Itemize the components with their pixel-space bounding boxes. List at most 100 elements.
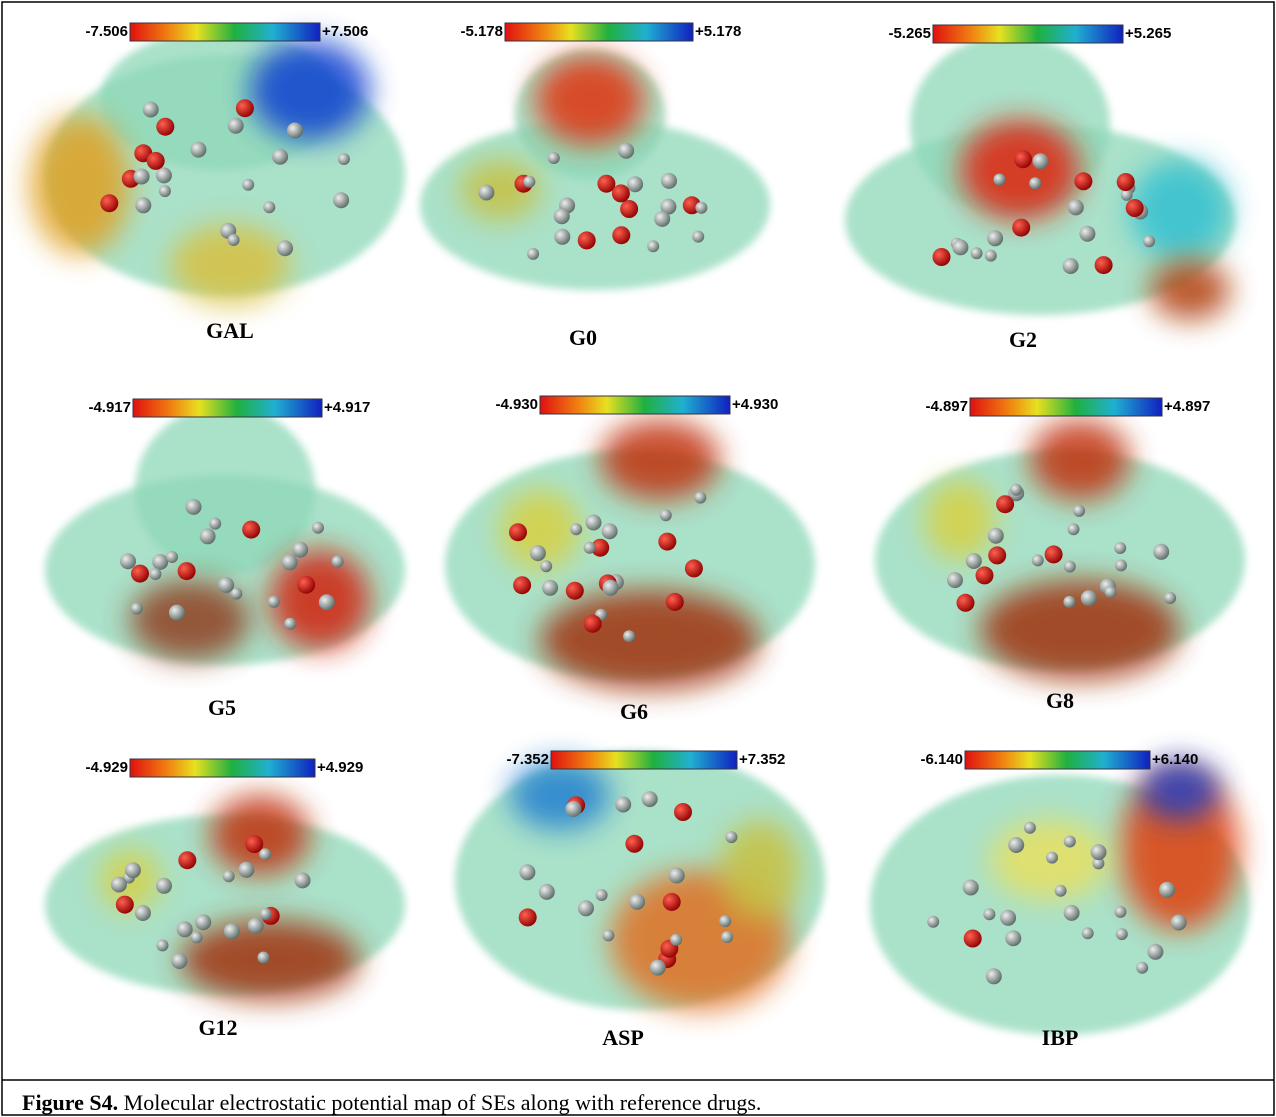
max-label: +5.178	[695, 23, 741, 40]
mep-map	[420, 50, 770, 290]
atom	[666, 593, 684, 611]
potential-region	[30, 115, 130, 255]
atom	[1005, 930, 1021, 946]
atom	[988, 528, 1004, 544]
atom	[554, 208, 570, 224]
atom	[190, 142, 206, 158]
atom	[661, 173, 677, 189]
color-bar	[130, 759, 315, 777]
atom	[660, 509, 672, 521]
min-label: -4.917	[88, 399, 131, 416]
max-label: +4.917	[324, 399, 370, 416]
atom	[242, 179, 254, 191]
atom	[178, 851, 196, 869]
atom	[143, 102, 159, 118]
mep-map	[845, 35, 1235, 320]
molecule-name: G6	[620, 699, 648, 724]
molecule-name: G12	[198, 1015, 237, 1040]
molecule-name: G0	[569, 325, 597, 350]
atom	[530, 545, 546, 561]
atom	[1045, 545, 1063, 563]
atom	[578, 900, 594, 916]
atom	[1136, 962, 1148, 974]
atom	[1082, 927, 1094, 939]
atom	[260, 908, 272, 920]
atom	[685, 559, 703, 577]
atom	[277, 240, 293, 256]
atom	[647, 240, 659, 252]
atom	[135, 905, 151, 921]
potential-region	[535, 55, 645, 145]
atom	[333, 192, 349, 208]
atom	[166, 551, 178, 563]
atom	[963, 880, 979, 896]
atom	[1116, 928, 1128, 940]
atom	[1105, 586, 1117, 598]
atom	[602, 523, 618, 539]
atom	[692, 231, 704, 243]
atom	[612, 184, 630, 202]
molecule-name: G5	[208, 695, 236, 720]
caption-text: Molecular electrostatic potential map of…	[124, 1090, 762, 1115]
atom	[236, 99, 254, 117]
atom	[1033, 153, 1049, 169]
color-bar	[933, 25, 1123, 43]
potential-region	[1140, 760, 1220, 820]
atom	[642, 791, 658, 807]
atom	[1126, 199, 1144, 217]
atom	[218, 577, 234, 593]
min-label: -4.930	[495, 396, 538, 413]
atom	[1010, 484, 1022, 496]
atom	[957, 594, 975, 612]
atom	[654, 211, 670, 227]
atom	[1079, 226, 1095, 242]
max-label: +4.897	[1164, 398, 1210, 415]
atom	[1014, 150, 1032, 168]
atom	[540, 560, 552, 572]
atom	[542, 580, 558, 596]
atom	[695, 202, 707, 214]
atom	[156, 167, 172, 183]
atom	[615, 797, 631, 813]
atom	[986, 968, 1002, 984]
atom	[111, 877, 127, 893]
atom	[1164, 592, 1176, 604]
atom	[1029, 177, 1041, 189]
atom	[263, 201, 275, 213]
atom	[242, 521, 260, 539]
atom	[933, 248, 951, 266]
atom	[228, 118, 244, 134]
atom	[169, 605, 185, 621]
atom	[1046, 852, 1058, 864]
atom	[1008, 837, 1024, 853]
molecule-name: G2	[1009, 327, 1037, 352]
potential-region	[960, 120, 1080, 220]
atom	[1143, 235, 1155, 247]
atom	[338, 153, 350, 165]
potential-region	[180, 920, 360, 1000]
atom	[134, 169, 150, 185]
min-label: -6.140	[920, 751, 963, 768]
atom	[135, 197, 151, 213]
atom	[548, 152, 560, 164]
atom	[295, 872, 311, 888]
atom	[1055, 885, 1067, 897]
mep-map	[870, 760, 1250, 1035]
atom	[1171, 915, 1187, 931]
atom	[1091, 844, 1107, 860]
atom	[248, 918, 264, 934]
atom	[523, 176, 535, 188]
atom	[223, 870, 235, 882]
atom	[1114, 542, 1126, 554]
atom	[1153, 544, 1169, 560]
atom	[292, 542, 308, 558]
atom	[478, 185, 494, 201]
color-bar	[551, 751, 737, 769]
mep-map	[30, 30, 405, 305]
atom	[952, 239, 968, 255]
atom	[156, 878, 172, 894]
min-label: -5.178	[460, 23, 503, 40]
atom	[519, 864, 535, 880]
atom	[1117, 173, 1135, 191]
atom	[191, 931, 203, 943]
